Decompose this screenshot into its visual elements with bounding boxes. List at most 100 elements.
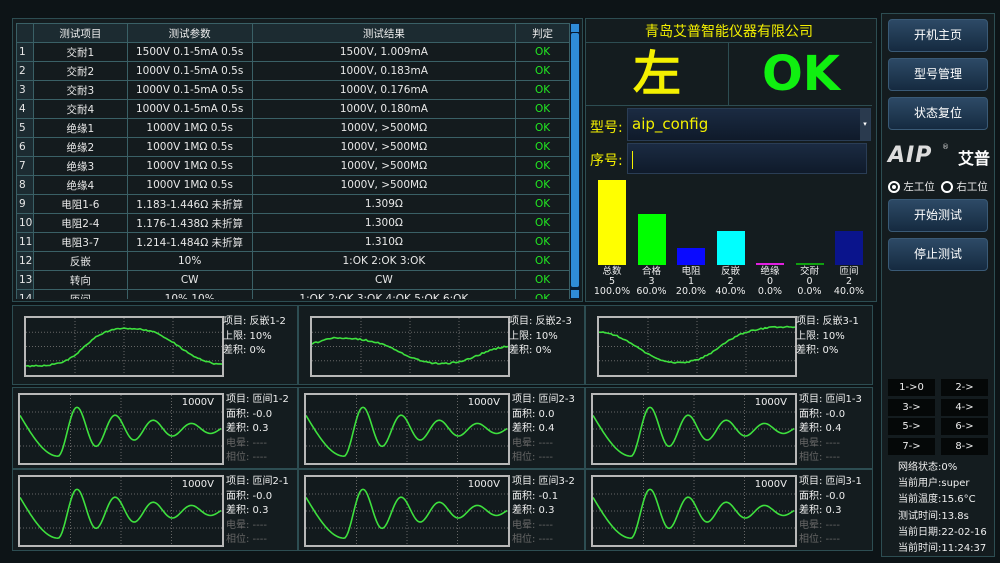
column-header: 测试参数 (127, 24, 252, 43)
test-item: 匝间 (33, 290, 127, 300)
bar-绝缘 (756, 263, 784, 265)
bar-label: 绝缘 0 0.0% (750, 267, 790, 297)
bar-percent: 40.0% (829, 287, 869, 297)
corona-label: 电晕: ---- (512, 437, 575, 452)
test-item: 交耐3 (33, 81, 127, 100)
table-row[interactable]: 1 交耐1 1500V 0.1-5mA 0.5s 1500V, 1.009mA OK (17, 43, 570, 62)
test-result: 1.300Ω (252, 214, 516, 233)
bar-电阻 (677, 248, 705, 265)
station-indicator: 左 (586, 45, 728, 103)
verdict: OK (516, 271, 570, 290)
voltage-label: 1000V (468, 397, 500, 408)
status-line: 当前温度:15.6°C (898, 490, 976, 505)
scroll-up-arrow[interactable] (571, 24, 579, 32)
surge-waveform-plot: 1000V (591, 393, 797, 465)
diff-label: 差积: 0% (509, 344, 572, 359)
surge-info: 项目: 匝间1-3 面积: -0.0 差积: 0.4 电晕: ---- 相位: ---- (799, 393, 862, 466)
bar-percent: 60.0% (632, 287, 672, 297)
area-label: 面积: -0.0 (226, 490, 289, 505)
table-row[interactable]: 7 绝缘3 1000V 1MΩ 0.5s 1000V, >500MΩ OK (17, 157, 570, 176)
voltage-label: 1000V (468, 479, 500, 490)
stop-test-button[interactable]: 停止测试 (888, 238, 988, 271)
test-item: 绝缘3 (33, 157, 127, 176)
surge-info: 项目: 匝间3-1 面积: -0.0 差积: 0.3 电晕: ---- 相位: ---- (799, 475, 862, 548)
phase-label: 相位: ---- (512, 451, 575, 466)
test-results-table: 测试项目 测试参数 测试结果 判定 1 交耐1 1500V 0.1-5mA 0.5s 150… (16, 23, 570, 299)
model-label: 型号: (590, 117, 623, 137)
column-header (17, 24, 34, 43)
table-row[interactable]: 5 绝缘1 1000V 1MΩ 0.5s 1000V, >500MΩ OK (17, 119, 570, 138)
scrollbar-thumb[interactable] (571, 33, 579, 287)
row-number: 4 (17, 100, 34, 119)
verdict: OK (516, 157, 570, 176)
channel-button-4[interactable]: 4-> (941, 399, 988, 416)
table-row[interactable]: 2 交耐2 1000V 0.1-5mA 0.5s 1000V, 0.183mA OK (17, 62, 570, 81)
radio-left-station[interactable]: 左工位 (888, 179, 935, 194)
channel-button-2[interactable]: 2-> (941, 379, 988, 396)
test-result: 1.310Ω (252, 233, 516, 252)
diff-label: 差积: 0.4 (512, 422, 575, 437)
channel-button-8[interactable]: 8-> (941, 438, 988, 455)
channel-button-3[interactable]: 3-> (888, 399, 935, 416)
test-item: 反嵌 (33, 252, 127, 271)
corona-label: 电晕: ---- (512, 519, 575, 534)
model-select[interactable]: aip_config ▾ (627, 108, 871, 141)
bar-label: 合格 3 60.0% (632, 267, 672, 297)
status-reset-button[interactable]: 状态复位 (888, 97, 988, 130)
table-row[interactable]: 11 电阻3-7 1.214-1.484Ω 未折算 1.310Ω OK (17, 233, 570, 252)
model-management-button[interactable]: 型号管理 (888, 58, 988, 91)
table-row[interactable]: 12 反嵌 10% 1:OK 2:OK 3:OK OK (17, 252, 570, 271)
table-row[interactable]: 8 绝缘4 1000V 1MΩ 0.5s 1000V, >500MΩ OK (17, 176, 570, 195)
corona-label: 电晕: ---- (799, 519, 862, 534)
corona-label: 电晕: ---- (226, 437, 289, 452)
test-item: 电阻3-7 (33, 233, 127, 252)
row-number: 3 (17, 81, 34, 100)
bar-label: 反嵌 2 40.0% (711, 267, 751, 297)
bar-反嵌 (717, 231, 745, 265)
reverse-test-panel: 项目: 反嵌3-1 上限: 10% 差积: 0% (585, 305, 873, 385)
surge-waveform-plot: 1000V (18, 475, 224, 547)
statistics-bar-chart: 总数 5 100.0% 合格 3 60.0% 电阻 1 20.0% 反嵌 2 40.0% 绝缘 0 0.0%… (586, 176, 872, 298)
voltage-label: 1000V (182, 397, 214, 408)
scroll-down-arrow[interactable] (571, 290, 579, 298)
test-params: 1.176-1.438Ω 未折算 (127, 214, 252, 233)
home-button[interactable]: 开机主页 (888, 19, 988, 52)
diff-label: 差积: 0.4 (799, 422, 862, 437)
status-line: 当前用户:super (898, 474, 970, 489)
test-params: 1000V 0.1-5mA 0.5s (127, 100, 252, 119)
bar-percent: 20.0% (671, 287, 711, 297)
test-item: 交耐1 (33, 43, 127, 62)
table-scrollbar[interactable] (570, 23, 580, 299)
status-line: 当前日期:22-02-16 (898, 523, 987, 538)
radio-checked-icon (888, 181, 900, 193)
channel-button-7[interactable]: 7-> (888, 438, 935, 455)
test-item: 电阻1-6 (33, 195, 127, 214)
table-row[interactable]: 13 转向 CW CW OK (17, 271, 570, 290)
radio-right-station[interactable]: 右工位 (941, 179, 988, 194)
channel-button-6[interactable]: 6-> (941, 418, 988, 435)
test-item: 绝缘1 (33, 119, 127, 138)
verdict: OK (516, 176, 570, 195)
surge-test-panel: 1000V 项目: 匝间1-3 面积: -0.0 差积: 0.4 电晕: ---- 相位:… (585, 387, 873, 469)
table-row[interactable]: 9 电阻1-6 1.183-1.446Ω 未折算 1.309Ω OK (17, 195, 570, 214)
row-number: 14 (17, 290, 34, 300)
row-number: 11 (17, 233, 34, 252)
serial-input[interactable] (627, 143, 867, 174)
table-row[interactable]: 6 绝缘2 1000V 1MΩ 0.5s 1000V, >500MΩ OK (17, 138, 570, 157)
area-label: 面积: 0.0 (512, 408, 575, 423)
channel-button-1[interactable]: 1->0 (888, 379, 935, 396)
start-test-button[interactable]: 开始测试 (888, 199, 988, 232)
chevron-down-icon[interactable]: ▾ (860, 109, 870, 140)
table-row[interactable]: 3 交耐3 1000V 0.1-5mA 0.5s 1000V, 0.176mA OK (17, 81, 570, 100)
table-row[interactable]: 10 电阻2-4 1.176-1.438Ω 未折算 1.300Ω OK (17, 214, 570, 233)
column-header: 测试结果 (252, 24, 516, 43)
phase-label: 相位: ---- (799, 451, 862, 466)
diff-label: 差积: 0% (223, 344, 286, 359)
channel-button-5[interactable]: 5-> (888, 418, 935, 435)
surge-test-panel: 1000V 项目: 匝间2-1 面积: -0.0 差积: 0.3 电晕: ---- 相位:… (12, 469, 298, 551)
surge-waveform-plot: 1000V (304, 475, 510, 547)
bar-合格 (638, 214, 666, 265)
table-row[interactable]: 4 交耐4 1000V 0.1-5mA 0.5s 1000V, 0.180mA OK (17, 100, 570, 119)
verdict: OK (516, 62, 570, 81)
table-row[interactable]: 14匝间10% 10%1:OK 2:OK 3:OK 4:OK 5:OK 6:OK… (17, 290, 570, 300)
